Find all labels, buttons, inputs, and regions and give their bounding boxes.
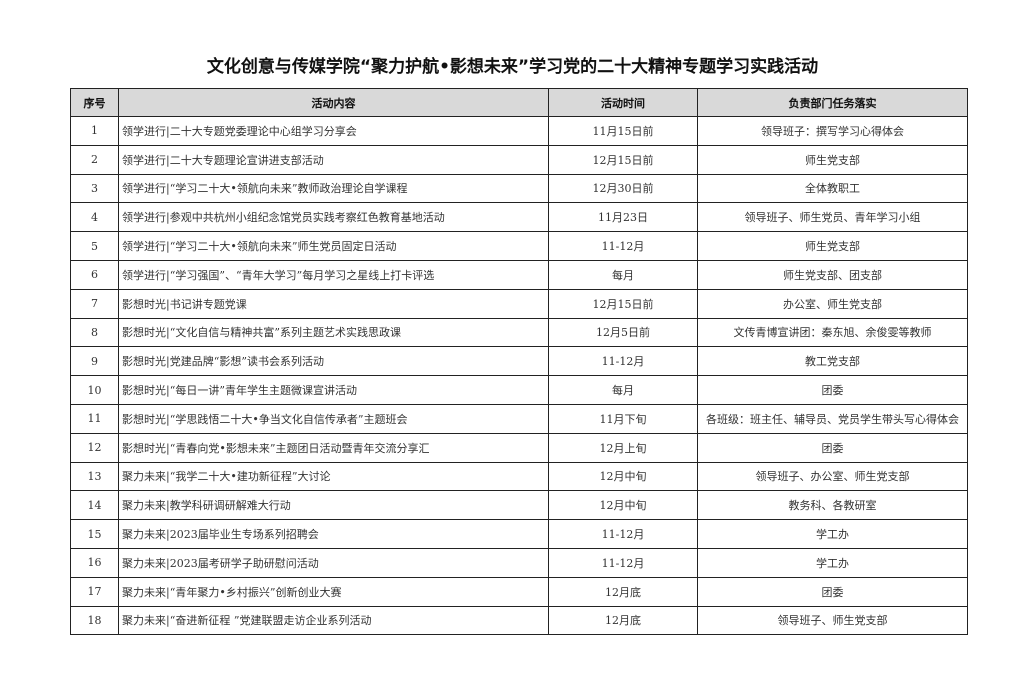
activity-table: 序号 活动内容 活动时间 负责部门任务落实 1 领学进行|二十大专题党委理论中心组… <box>70 88 968 636</box>
table-row: 14 聚力未来|教学科研调研解难大行动 12月中旬 教务科、各教研室 <box>70 490 968 521</box>
cell-content: 领学进行|二十大专题理论宣讲进支部活动 <box>118 144 549 175</box>
header-time: 活动时间 <box>548 88 698 117</box>
cell-time: 12月15日前 <box>548 144 698 175</box>
cell-dept: 团委 <box>697 432 968 463</box>
cell-content: 领学进行|“学习强国”、“青年大学习”每月学习之星线上打卡评选 <box>118 259 549 290</box>
cell-time: 11-12月 <box>548 547 698 578</box>
table-row: 1 领学进行|二十大专题党委理论中心组学习分享会 11月15日前 领导班子：撰写学习心… <box>70 116 968 146</box>
cell-content: 聚力未来|2023届毕业生专场系列招聘会 <box>118 519 549 549</box>
table-row: 5 领学进行|“学习二十大•领航向未来”师生党员固定日活动 11-12月 师生党支部 <box>70 231 968 261</box>
cell-time: 12月底 <box>548 605 698 636</box>
cell-content: 影想时光|“青春向党•影想未来”主题团日活动暨青年交流分享汇 <box>118 432 549 463</box>
table-row: 4 领学进行|参观中共杭州小组纪念馆党员实践考察红色教育基地活动 11月23日 领导班… <box>70 202 968 233</box>
cell-no: 16 <box>70 547 119 578</box>
cell-time: 11月23日 <box>548 202 698 233</box>
cell-no: 17 <box>70 576 119 607</box>
cell-content: 影想时光|“文化自信与精神共富”系列主题艺术实践思政课 <box>118 317 549 348</box>
table-row: 9 影想时光|党建品牌“影想”读书会系列活动 11-12月 教工党支部 <box>70 346 968 377</box>
cell-time: 11-12月 <box>548 519 698 549</box>
cell-no: 2 <box>70 144 119 175</box>
cell-time: 11-12月 <box>548 231 698 261</box>
cell-content: 聚力未来|“奋进新征程 ”党建联盟走访企业系列活动 <box>118 605 549 636</box>
cell-no: 10 <box>70 375 119 405</box>
cell-dept: 教务科、各教研室 <box>697 490 968 521</box>
table-row: 12 影想时光|“青春向党•影想未来”主题团日活动暨青年交流分享汇 12月上旬 团委 <box>70 432 968 463</box>
header-dept: 负责部门任务落实 <box>697 88 968 117</box>
cell-dept: 领导班子、师生党支部 <box>697 605 968 636</box>
cell-content: 影想时光|“每日一讲”青年学生主题微课宣讲活动 <box>118 375 549 405</box>
table-row: 16 聚力未来|2023届考研学子助研慰问活动 11-12月 学工办 <box>70 547 968 578</box>
cell-content: 聚力未来|2023届考研学子助研慰问活动 <box>118 547 549 578</box>
table-row: 3 领学进行|“学习二十大•领航向未来”教师政治理论自学课程 12月30日前 全体教职… <box>70 173 968 204</box>
cell-time: 12月15日前 <box>548 288 698 319</box>
cell-dept: 团委 <box>697 576 968 607</box>
cell-content: 影想时光|党建品牌“影想”读书会系列活动 <box>118 346 549 377</box>
cell-no: 5 <box>70 231 119 261</box>
cell-dept: 团委 <box>697 375 968 405</box>
cell-no: 4 <box>70 202 119 233</box>
cell-dept: 教工党支部 <box>697 346 968 377</box>
cell-dept: 师生党支部、团支部 <box>697 259 968 290</box>
cell-time: 12月30日前 <box>548 173 698 204</box>
cell-dept: 领导班子、办公室、师生党支部 <box>697 461 968 492</box>
cell-content: 领学进行|“学习二十大•领航向未来”教师政治理论自学课程 <box>118 173 549 204</box>
cell-content: 影想时光|“学思践悟二十大•争当文化自信传承者”主题班会 <box>118 403 549 434</box>
table-row: 17 聚力未来|“青年聚力•乡村振兴”创新创业大赛 12月底 团委 <box>70 576 968 607</box>
cell-dept: 师生党支部 <box>697 144 968 175</box>
cell-no: 13 <box>70 461 119 492</box>
cell-time: 12月底 <box>548 576 698 607</box>
header-no: 序号 <box>70 88 119 117</box>
cell-time: 11月下旬 <box>548 403 698 434</box>
cell-dept: 全体教职工 <box>697 173 968 204</box>
cell-time: 12月中旬 <box>548 461 698 492</box>
cell-no: 14 <box>70 490 119 521</box>
header-content: 活动内容 <box>118 88 549 117</box>
cell-time: 每月 <box>548 259 698 290</box>
cell-content: 影想时光|书记讲专题党课 <box>118 288 549 319</box>
cell-dept: 师生党支部 <box>697 231 968 261</box>
cell-dept: 领导班子：撰写学习心得体会 <box>697 116 968 146</box>
table-row: 15 聚力未来|2023届毕业生专场系列招聘会 11-12月 学工办 <box>70 519 968 549</box>
cell-no: 12 <box>70 432 119 463</box>
cell-content: 聚力未来|教学科研调研解难大行动 <box>118 490 549 521</box>
document-title: 文化创意与传媒学院“聚力护航•影想未来”学习党的二十大精神专题学习实践活动 <box>206 57 819 77</box>
table-row: 10 影想时光|“每日一讲”青年学生主题微课宣讲活动 每月 团委 <box>70 375 968 405</box>
cell-no: 9 <box>70 346 119 377</box>
cell-time: 11月15日前 <box>548 116 698 146</box>
cell-no: 8 <box>70 317 119 348</box>
cell-no: 3 <box>70 173 119 204</box>
table-row: 18 聚力未来|“奋进新征程 ”党建联盟走访企业系列活动 12月底 领导班子、师生党支… <box>70 605 968 636</box>
cell-time: 每月 <box>548 375 698 405</box>
table-header-row: 序号 活动内容 活动时间 负责部门任务落实 <box>70 88 968 117</box>
cell-no: 11 <box>70 403 119 434</box>
cell-content: 聚力未来|“青年聚力•乡村振兴”创新创业大赛 <box>118 576 549 607</box>
cell-dept: 文传青博宣讲团：秦东旭、余俊雯等教师 <box>697 317 968 348</box>
cell-dept: 各班级：班主任、辅导员、党员学生带头写心得体会 <box>697 403 968 434</box>
cell-content: 领学进行|二十大专题党委理论中心组学习分享会 <box>118 116 549 146</box>
table-row: 2 领学进行|二十大专题理论宣讲进支部活动 12月15日前 师生党支部 <box>70 144 968 175</box>
cell-dept: 领导班子、师生党员、青年学习小组 <box>697 202 968 233</box>
table-row: 6 领学进行|“学习强国”、“青年大学习”每月学习之星线上打卡评选 每月 师生党支部、… <box>70 259 968 290</box>
cell-time: 11-12月 <box>548 346 698 377</box>
cell-no: 18 <box>70 605 119 636</box>
table-row: 7 影想时光|书记讲专题党课 12月15日前 办公室、师生党支部 <box>70 288 968 319</box>
table-row: 13 聚力未来|“我学二十大•建功新征程”大讨论 12月中旬 领导班子、办公室、师生党… <box>70 461 968 492</box>
cell-time: 12月中旬 <box>548 490 698 521</box>
cell-dept: 学工办 <box>697 519 968 549</box>
cell-no: 1 <box>70 116 119 146</box>
cell-dept: 学工办 <box>697 547 968 578</box>
cell-content: 聚力未来|“我学二十大•建功新征程”大讨论 <box>118 461 549 492</box>
cell-content: 领学进行|“学习二十大•领航向未来”师生党员固定日活动 <box>118 231 549 261</box>
cell-dept: 办公室、师生党支部 <box>697 288 968 319</box>
cell-no: 15 <box>70 519 119 549</box>
table-row: 11 影想时光|“学思践悟二十大•争当文化自信传承者”主题班会 11月下旬 各班级：班… <box>70 403 968 434</box>
cell-time: 12月上旬 <box>548 432 698 463</box>
cell-time: 12月5日前 <box>548 317 698 348</box>
cell-content: 领学进行|参观中共杭州小组纪念馆党员实践考察红色教育基地活动 <box>118 202 549 233</box>
table-row: 8 影想时光|“文化自信与精神共富”系列主题艺术实践思政课 12月5日前 文传青博宣讲… <box>70 317 968 348</box>
cell-no: 6 <box>70 259 119 290</box>
cell-no: 7 <box>70 288 119 319</box>
